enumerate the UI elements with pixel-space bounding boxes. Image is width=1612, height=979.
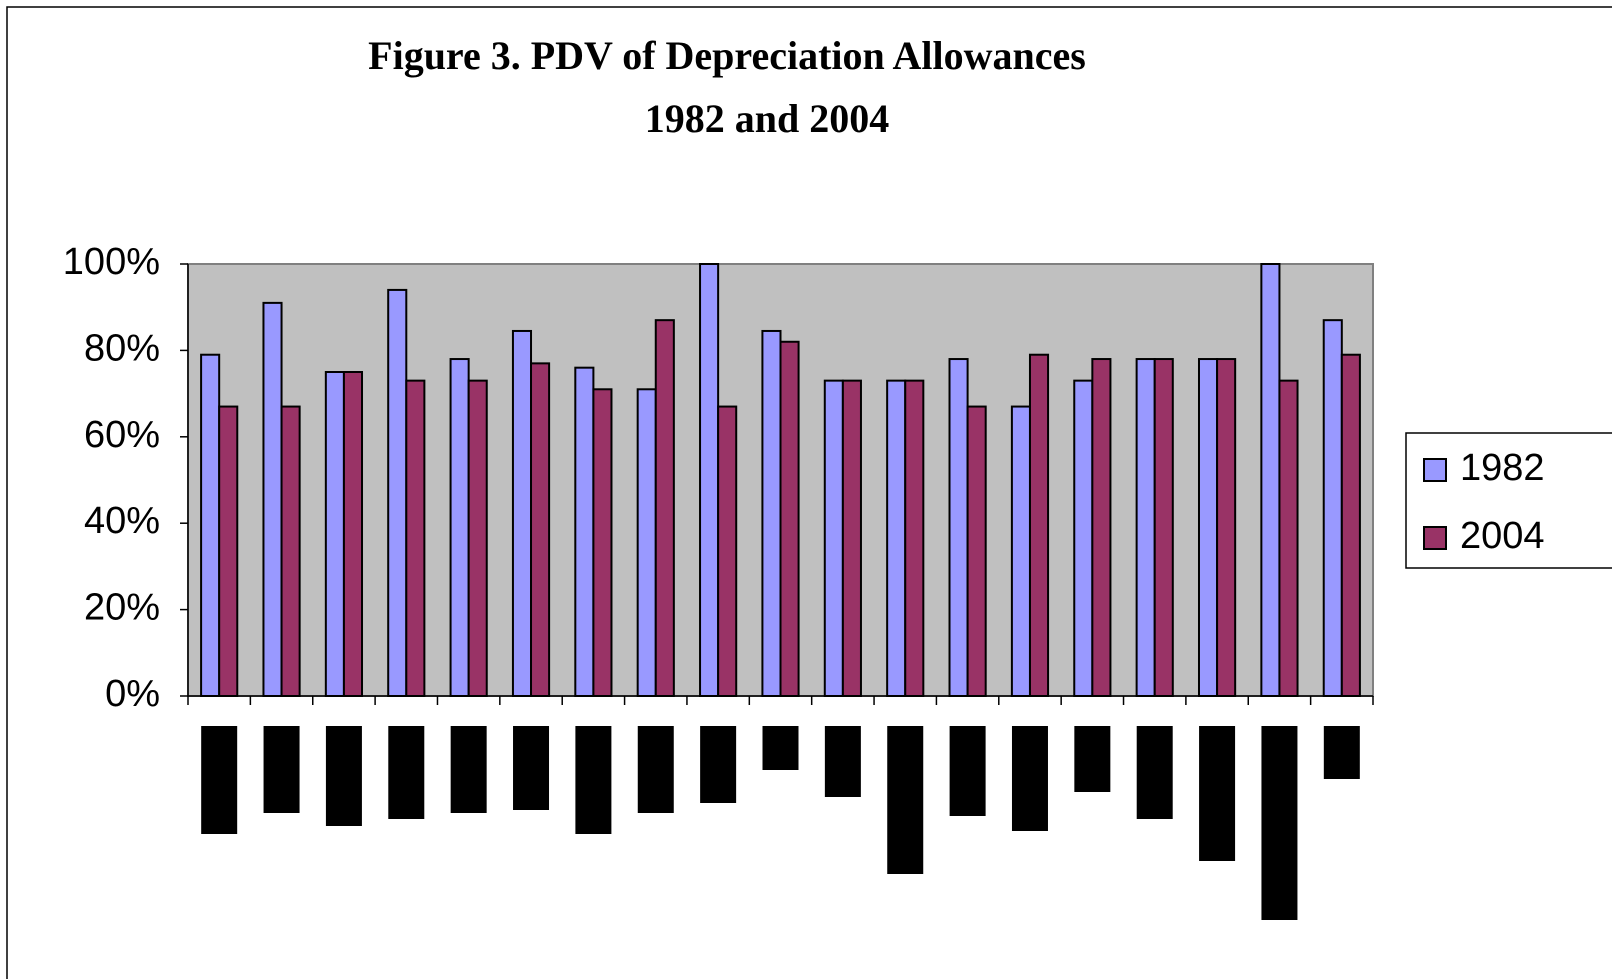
bar [636, 388, 657, 697]
redaction [575, 726, 612, 834]
bar [324, 371, 345, 697]
legend-swatch [1423, 526, 1447, 550]
y-tick-label: 100% [63, 241, 160, 283]
redaction [700, 726, 737, 803]
bar [1091, 358, 1112, 697]
bar [1197, 358, 1219, 697]
bar [262, 301, 283, 697]
redaction [1136, 726, 1173, 819]
redaction [1323, 726, 1360, 779]
legend-swatch [1423, 458, 1447, 482]
bar [699, 263, 720, 697]
redaction [887, 726, 924, 874]
bar [904, 379, 925, 697]
bar [449, 358, 470, 697]
y-tick-label: 20% [84, 587, 160, 629]
bar [342, 371, 364, 697]
bar [779, 340, 800, 697]
redaction [263, 726, 300, 813]
redaction [388, 726, 425, 819]
bar [1010, 405, 1031, 697]
bar [841, 379, 862, 697]
redaction [824, 726, 861, 797]
redaction [1199, 726, 1236, 861]
bar [200, 353, 221, 697]
chart-subtitle: 1982 and 2004 [645, 96, 890, 141]
bar [592, 388, 613, 697]
redaction [201, 726, 238, 834]
redaction [1261, 726, 1298, 920]
bar [761, 329, 782, 697]
y-tick-label: 80% [84, 327, 160, 369]
y-tick-label: 40% [84, 500, 160, 542]
bar [218, 405, 239, 697]
bar [1135, 358, 1156, 697]
bar [1278, 379, 1299, 697]
bar [654, 319, 675, 697]
bar [1340, 353, 1361, 697]
bar [823, 379, 844, 697]
redaction [1011, 726, 1048, 831]
legend-label: 1982 [1460, 447, 1545, 489]
redaction [513, 726, 550, 810]
bar [966, 405, 987, 697]
bar [405, 379, 426, 697]
bar [1153, 358, 1174, 697]
redaction [450, 726, 487, 813]
bar [886, 379, 907, 697]
bar [717, 405, 738, 697]
bar [467, 379, 488, 697]
bar [1322, 319, 1343, 697]
bar [511, 329, 533, 697]
bar [1260, 263, 1281, 697]
bar [1216, 358, 1237, 697]
legend-label: 2004 [1460, 515, 1545, 557]
y-tick-label: 60% [84, 414, 160, 456]
redaction [325, 726, 362, 826]
y-tick-label: 0% [105, 673, 160, 715]
bar [1073, 379, 1094, 697]
redaction [637, 726, 674, 813]
redaction [1074, 726, 1111, 792]
redaction [762, 726, 799, 770]
bar [530, 362, 551, 697]
bar [1028, 353, 1050, 697]
chart-title: Figure 3. PDV of Depreciation Allowances [368, 33, 1086, 78]
bar [387, 288, 408, 697]
bar [280, 405, 301, 697]
bar [574, 366, 595, 697]
redaction [949, 726, 986, 816]
bar [948, 358, 969, 697]
